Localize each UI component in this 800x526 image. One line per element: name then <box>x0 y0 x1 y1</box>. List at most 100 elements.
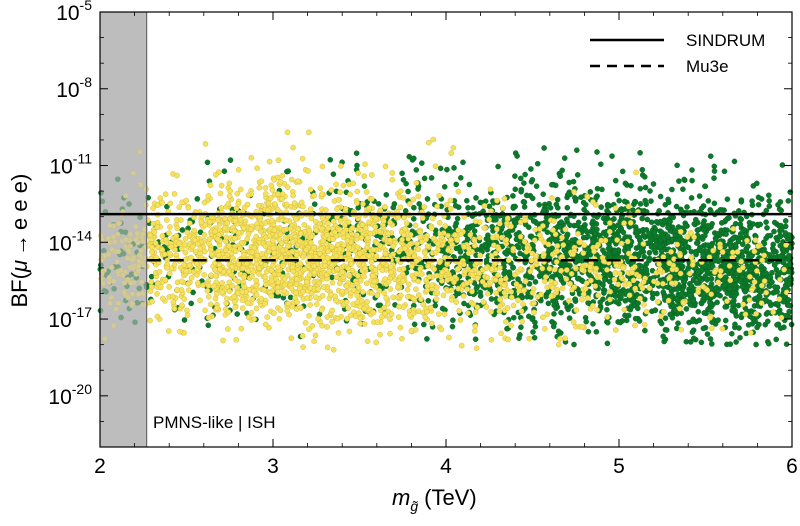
scatter-point <box>358 234 365 241</box>
scatter-point <box>585 233 591 240</box>
scatter-point <box>385 278 392 285</box>
scatter-point <box>516 335 522 342</box>
scatter-point <box>402 208 409 214</box>
scatter-point <box>197 229 204 235</box>
scatter-point <box>239 297 246 303</box>
scatter-point <box>425 297 432 304</box>
scatter-point <box>774 237 781 244</box>
scatter-point <box>524 244 531 251</box>
scatter-point <box>301 221 308 228</box>
scatter-point <box>329 279 336 286</box>
scatter-point <box>262 321 269 328</box>
scatter-point <box>350 287 357 293</box>
scatter-point <box>744 237 750 244</box>
scatter-point <box>422 250 428 256</box>
scatter-point <box>665 239 672 245</box>
scatter-point <box>201 199 208 206</box>
scatter-point <box>563 276 570 282</box>
scatter-point <box>749 287 755 293</box>
scatter-point <box>410 196 417 203</box>
scatter-point <box>727 341 734 347</box>
scatter-point <box>557 173 564 179</box>
scatter-point <box>743 330 750 337</box>
scatter-point <box>165 328 172 334</box>
scatter-point <box>534 294 541 300</box>
scatter-point <box>188 300 194 307</box>
scatter-point <box>554 196 561 203</box>
scatter-point <box>510 245 517 252</box>
scatter-point <box>683 242 689 249</box>
scatter-point <box>731 293 738 300</box>
scatter-point <box>580 291 587 298</box>
scatter-point <box>490 234 496 241</box>
scatter-point <box>227 157 234 163</box>
scatter-point <box>253 291 260 298</box>
scatter-point <box>554 248 561 254</box>
scatter-point <box>749 198 755 204</box>
scatter-point <box>212 273 219 279</box>
scatter-point <box>750 183 757 189</box>
scatter-point <box>615 222 621 228</box>
scatter-point <box>732 241 739 248</box>
scatter-point <box>400 194 407 201</box>
scatter-point <box>559 294 565 301</box>
scatter-point <box>382 204 388 210</box>
scatter-point <box>773 336 780 343</box>
scatter-point <box>528 257 535 264</box>
scatter-point <box>444 166 450 173</box>
scatter-point <box>405 293 411 300</box>
scatter-point <box>727 277 734 284</box>
scatter-point <box>268 182 275 189</box>
scatter-point <box>354 162 360 169</box>
scatter-point <box>397 204 404 210</box>
scatter-point <box>399 335 405 342</box>
scatter-point <box>268 267 275 274</box>
scatter-point <box>315 286 322 292</box>
scatter-point <box>749 320 756 327</box>
scatter-point <box>486 216 492 223</box>
scatter-point <box>505 336 511 343</box>
scatter-point <box>451 165 457 171</box>
scatter-point <box>368 172 375 178</box>
scatter-point <box>711 168 718 174</box>
scatter-point <box>278 240 285 246</box>
scatter-point <box>648 219 655 225</box>
scatter-point <box>249 249 256 255</box>
scatter-point <box>730 301 737 307</box>
scatter-point <box>657 193 664 200</box>
scatter-point <box>370 309 377 316</box>
scatter-point <box>279 196 285 202</box>
scatter-point <box>455 227 462 233</box>
scatter-point <box>382 250 388 257</box>
scatter-point <box>421 175 428 182</box>
scatter-point <box>271 227 278 233</box>
scatter-point <box>488 336 495 343</box>
scatter-point <box>618 294 624 300</box>
scatter-point <box>664 327 670 333</box>
scatter-point <box>315 315 321 322</box>
scatter-point <box>224 220 231 226</box>
scatter-point <box>319 293 326 299</box>
scatter-point <box>295 178 301 184</box>
scatter-point <box>674 241 681 248</box>
scatter-point <box>604 203 611 209</box>
scatter-point <box>591 248 597 255</box>
scatter-point <box>642 296 648 303</box>
scatter-point <box>640 232 647 239</box>
scatter-point <box>373 253 380 259</box>
scatter-point <box>403 180 409 187</box>
scatter-point <box>758 263 765 270</box>
scatter-point <box>717 244 723 251</box>
scatter-point <box>668 249 674 255</box>
scatter-point <box>605 250 612 257</box>
scatter-point <box>751 279 758 285</box>
scatter-point <box>498 330 504 337</box>
scatter-point <box>527 268 534 275</box>
scatter-point <box>738 258 744 265</box>
scatter-point <box>435 311 442 317</box>
scatter-point <box>660 333 667 340</box>
scatter-point <box>765 318 771 325</box>
scatter-point <box>361 173 367 179</box>
scatter-point <box>399 271 406 278</box>
scatter-point <box>330 171 337 177</box>
